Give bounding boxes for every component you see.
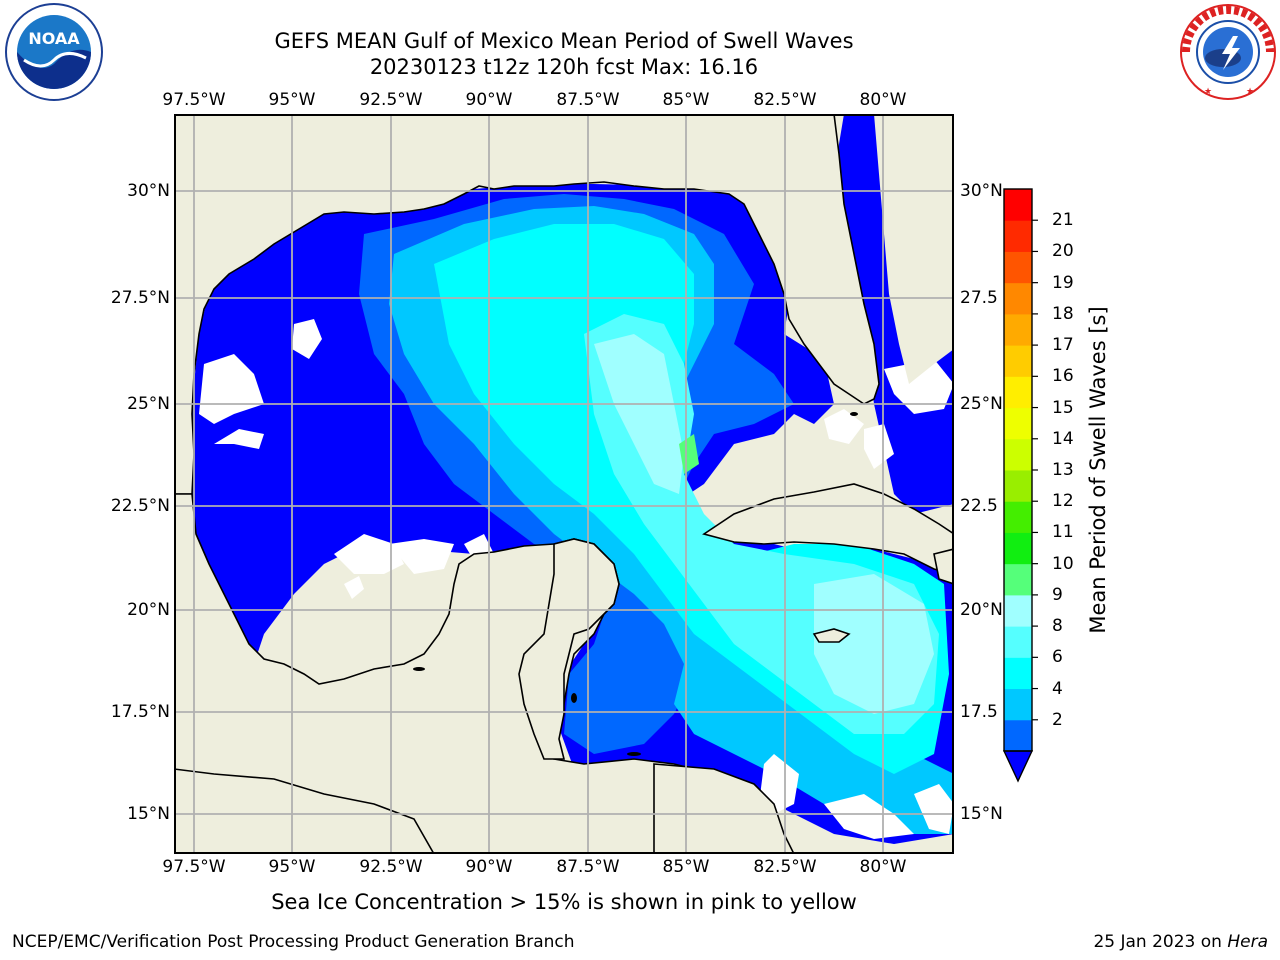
colorbar-swatch	[1004, 438, 1032, 471]
colorbar-swatch	[1004, 345, 1032, 377]
colorbar-swatch	[1004, 220, 1032, 252]
noaa-logo: NOAA	[5, 3, 103, 101]
colorbar-swatch	[1004, 563, 1032, 596]
lon-label-bottom: 95°W	[268, 857, 316, 877]
colorbar-tick-label: 11	[1052, 522, 1074, 543]
lat-label-left: 17.5°N	[110, 702, 170, 722]
colorbar-swatch	[1004, 189, 1032, 221]
colorbar-swatch	[1004, 657, 1032, 690]
lon-label-bottom: 97.5°W	[162, 857, 226, 877]
lon-label-bottom: 90°W	[465, 857, 513, 877]
map-plot	[174, 114, 954, 854]
lon-label-top: 90°W	[465, 90, 513, 110]
colorbar-swatch	[1004, 719, 1032, 752]
lat-label-right: 17.5	[960, 702, 998, 722]
footer-date: 25 Jan 2023 on Hera	[1093, 932, 1268, 952]
colorbar	[1002, 188, 1038, 783]
missing-data	[199, 319, 954, 839]
colorbar-tick-label: 4	[1052, 678, 1063, 699]
colorbar-tick-label: 12	[1052, 491, 1074, 512]
colorbar-swatch	[1004, 501, 1032, 533]
lon-label-top: 97.5°W	[162, 90, 226, 110]
sea-ice-caption: Sea Ice Concentration > 15% is shown in …	[271, 890, 857, 914]
colorbar-tick-label: 9	[1052, 584, 1063, 605]
svg-text:★: ★	[1204, 87, 1212, 97]
noaa-logo-text: NOAA	[28, 29, 80, 48]
colorbar-swatch	[1004, 688, 1032, 721]
lon-label-top: 82.5°W	[753, 90, 817, 110]
colorbar-tick-label: 15	[1052, 397, 1074, 418]
florida-peninsula	[834, 114, 954, 384]
svg-text:★: ★	[1246, 87, 1254, 97]
jamaica	[812, 628, 851, 643]
lat-label-right: 30°N	[960, 181, 1003, 201]
colorbar-tick-label: 19	[1052, 272, 1074, 293]
us-gulf-coast	[174, 114, 880, 495]
colorbar-swatch	[1004, 594, 1032, 627]
colorbar-title: Mean Period of Swell Waves [s]	[1086, 306, 1110, 634]
lon-label-bottom: 80°W	[859, 857, 907, 877]
colorbar-swatch	[1004, 313, 1032, 346]
lon-label-top: 95°W	[268, 90, 316, 110]
lat-label-left: 27.5°N	[110, 288, 170, 308]
colorbar-tick-label: 16	[1052, 366, 1074, 387]
lon-label-bottom: 92.5°W	[359, 857, 423, 877]
lat-label-right: 20°N	[960, 600, 1003, 620]
lon-label-bottom: 85°W	[662, 857, 710, 877]
footer-host: Hera	[1227, 932, 1268, 952]
colorbar-swatch	[1004, 282, 1032, 315]
colorbar-swatch	[1004, 376, 1032, 409]
lat-label-right: 22.5	[960, 496, 998, 516]
swell-band-9-10	[594, 334, 684, 494]
footer-date-text: 25 Jan 2023 on	[1093, 932, 1228, 952]
landmasses	[174, 114, 954, 854]
colorbar-extend-arrow	[1002, 750, 1034, 783]
colorbar-tick-label: 13	[1052, 460, 1074, 480]
nws-logo: ★ ★	[1180, 4, 1276, 100]
lon-label-bottom: 82.5°W	[753, 857, 817, 877]
colorbar-tick-label: 18	[1052, 303, 1074, 324]
chart-title: GEFS MEAN Gulf of Mexico Mean Period of …	[274, 29, 854, 53]
colorbar-tick-label: 2	[1052, 709, 1063, 730]
lon-label-top: 87.5°W	[556, 90, 620, 110]
colorbar-swatch	[1004, 251, 1032, 284]
footer-credit: NCEP/EMC/Verification Post Processing Pr…	[12, 932, 575, 952]
lon-label-top: 80°W	[859, 90, 907, 110]
yucatan-peninsula	[518, 538, 620, 760]
lat-label-right: 15°N	[960, 804, 1003, 824]
lat-label-left: 20°N	[127, 600, 170, 620]
colorbar-tick-label: 17	[1052, 335, 1074, 356]
lat-label-left: 15°N	[127, 804, 170, 824]
lat-label-left: 25°N	[127, 394, 170, 414]
lon-label-bottom: 87.5°W	[556, 857, 620, 877]
lat-label-right: 25°N	[960, 394, 1003, 414]
colorbar-tick-label: 8	[1052, 616, 1063, 637]
lat-label-left: 22.5°N	[110, 496, 170, 516]
lon-label-top: 85°W	[662, 90, 710, 110]
lon-label-top: 92.5°W	[359, 90, 423, 110]
colorbar-tick-label: 10	[1052, 553, 1074, 574]
colorbar-tick-label: 6	[1052, 647, 1063, 668]
colorbar-swatch	[1004, 470, 1032, 502]
colorbar-tick-label: 20	[1052, 241, 1074, 262]
lat-label-left: 30°N	[127, 181, 170, 201]
colorbar-tick-label: 14	[1052, 428, 1074, 449]
colorbar-tick-label: 21	[1052, 210, 1074, 231]
colorbar-swatch	[1004, 626, 1032, 658]
graticule	[174, 114, 954, 854]
lat-label-right: 27.5	[960, 288, 998, 308]
chart-subtitle: 20230123 t12z 120h fcst Max: 16.16	[369, 55, 759, 79]
colorbar-swatch	[1004, 532, 1032, 565]
colorbar-swatch	[1004, 407, 1032, 440]
